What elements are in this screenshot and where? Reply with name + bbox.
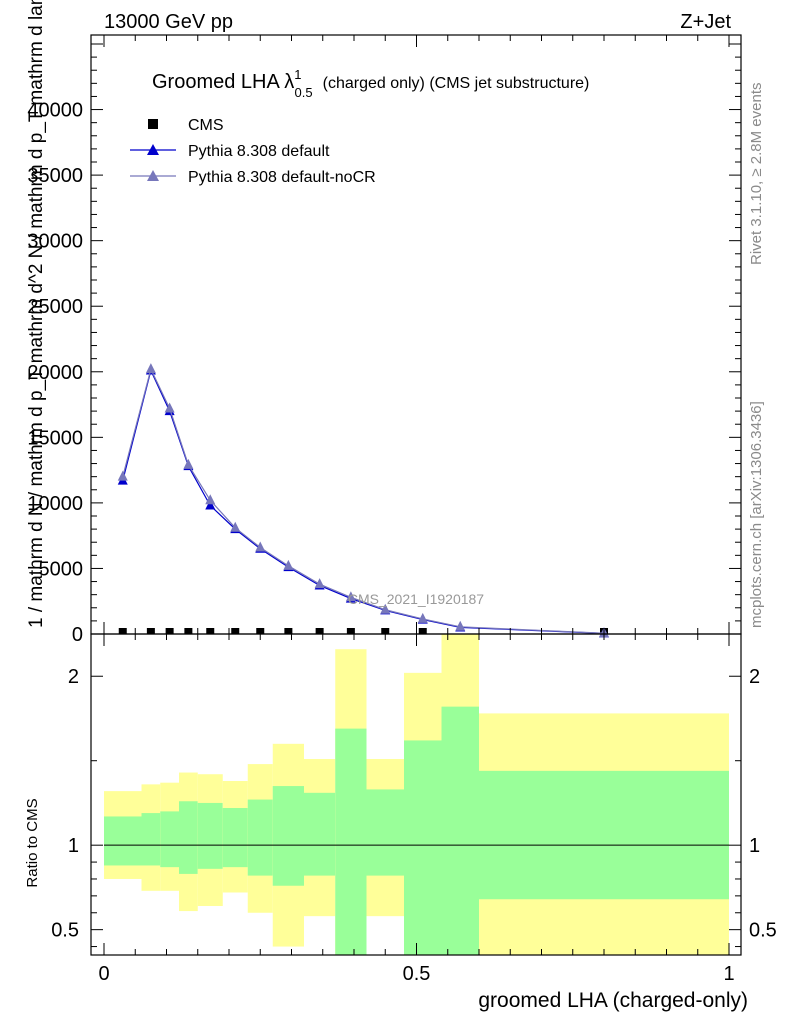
ratio-band-inner-0 xyxy=(104,816,142,866)
nocr-point-7 xyxy=(283,559,294,570)
header-left: 13000 GeV pp xyxy=(104,11,233,33)
ratio-band-inner-9 xyxy=(335,728,367,955)
nocr-point-5 xyxy=(230,521,241,532)
ratio-band-inner-11 xyxy=(404,740,442,955)
main-ytick-label-2: 10000 xyxy=(27,493,83,515)
main-ytick-label-3: 15000 xyxy=(27,427,83,449)
default-line xyxy=(122,368,605,634)
legend-marker-cms xyxy=(148,119,158,129)
main-ytick-label-7: 35000 xyxy=(27,165,83,187)
nocr-point-8 xyxy=(314,578,325,589)
cms-point-7 xyxy=(284,628,293,634)
main-ytick-label-1: 5000 xyxy=(39,558,84,580)
ratio-band-inner-4 xyxy=(197,802,223,869)
legend: CMS Pythia 8.308 default Pythia 8.308 de… xyxy=(130,117,376,186)
axis-ticks: 0 5000 10000 15000 20000 25000 30000 35000 40000… xyxy=(27,35,777,985)
header-right: Z+Jet xyxy=(680,11,731,33)
side-label-mcplots: mcplots.cern.ch [arXiv:1306.3436] xyxy=(748,401,765,628)
cms-point-3 xyxy=(184,628,193,634)
nocr-point-11 xyxy=(417,612,428,623)
nocr-point-3 xyxy=(183,458,194,469)
cms-point-8 xyxy=(315,628,324,634)
legend-label-nocr: Pythia 8.308 default-noCR xyxy=(188,169,376,186)
plot-title: Groomed LHA λ1 0.5(charged only) (CMS jet… xyxy=(152,67,589,100)
default-point-4 xyxy=(205,499,216,510)
legend-marker-nocr xyxy=(147,170,159,181)
analysis-watermark: CMS_2021_I1920187 xyxy=(348,591,484,607)
xlabel: groomed LHA (charged-only) xyxy=(478,989,748,1012)
main-ytick-label-8: 40000 xyxy=(27,100,83,122)
legend-label-cms: CMS xyxy=(188,117,224,134)
ratio-xtick-label-1: 0.5 xyxy=(403,963,431,985)
nocr-point-9 xyxy=(345,591,356,602)
ratio-xtick-label-2: 1 xyxy=(723,963,734,985)
main-series xyxy=(117,363,609,638)
ratio-band-inner-5 xyxy=(222,808,248,868)
nocr-point-1 xyxy=(145,363,156,374)
legend-label-default: Pythia 8.308 default xyxy=(188,143,330,160)
cms-point-2 xyxy=(165,628,174,634)
ratio-band-inner-2 xyxy=(160,811,179,868)
side-label-rivet: Rivet 3.1.10, ≥ 2.8M events xyxy=(748,83,765,266)
ratio-band-inner-8 xyxy=(304,792,336,876)
nocr-point-0 xyxy=(117,470,128,481)
legend-marker-default xyxy=(147,144,159,155)
main-ytick-label-6: 30000 xyxy=(27,231,83,253)
nocr-point-12 xyxy=(455,620,466,631)
nocr-point-2 xyxy=(164,402,175,413)
ratio-band-inner-6 xyxy=(247,799,273,876)
nocr-point-6 xyxy=(255,541,266,552)
cms-point-4 xyxy=(206,628,215,634)
main-ylabel: 1 / mathrm d N / mathrm d p_T mathrm d^2… xyxy=(26,0,47,628)
ratio-ytick-label-left-0: 0.5 xyxy=(51,920,79,942)
ratio-band-inner-7 xyxy=(272,786,304,886)
main-ytick-label-0: 0 xyxy=(72,624,83,646)
ratio-ytick-label-left-1: 1 xyxy=(68,835,79,857)
ratio-ylabel: Ratio to CMS xyxy=(24,798,41,887)
ratio-band-inner-10 xyxy=(366,789,404,876)
cms-point-9 xyxy=(346,628,355,634)
ratio-band-inner-1 xyxy=(141,813,161,866)
ratio-xtick-label-0: 0 xyxy=(98,963,109,985)
ratio-band-inner-12 xyxy=(441,706,479,955)
ratio-ytick-label-right-1: 1 xyxy=(749,835,760,857)
ratio-ytick-label-right-0: 0.5 xyxy=(749,920,777,942)
nocr-line xyxy=(122,367,605,634)
cms-point-0 xyxy=(118,628,127,634)
main-ytick-label-4: 20000 xyxy=(27,362,83,384)
ratio-bands xyxy=(104,634,729,955)
main-ytick-label-5: 25000 xyxy=(27,296,83,318)
nocr-point-10 xyxy=(380,603,391,614)
ratio-ytick-label-right-2: 2 xyxy=(749,666,760,688)
cms-point-5 xyxy=(231,628,240,634)
ratio-band-inner-3 xyxy=(179,801,198,874)
ratio-band-inner-13 xyxy=(479,770,729,900)
nocr-point-4 xyxy=(205,494,216,505)
cms-point-1 xyxy=(146,628,155,634)
ratio-ytick-label-left-2: 2 xyxy=(68,666,79,688)
cms-point-11 xyxy=(418,628,427,634)
